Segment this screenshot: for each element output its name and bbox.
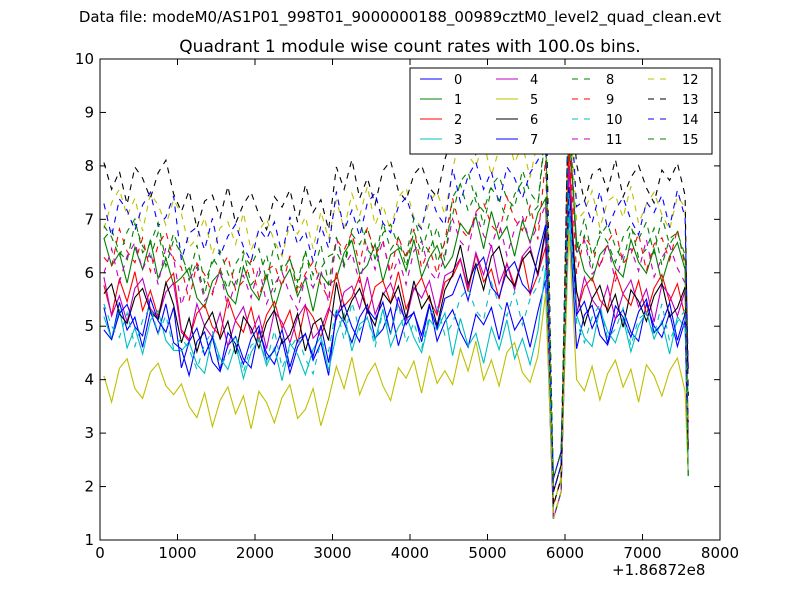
x-tick-label: 8000 xyxy=(701,544,739,562)
x-tick-label: 4000 xyxy=(391,544,429,562)
legend-label-3: 3 xyxy=(454,133,462,148)
x-tick-label: 0 xyxy=(95,544,105,562)
legend-label-6: 6 xyxy=(530,113,538,128)
legend-label-10: 10 xyxy=(606,113,623,128)
y-tick-label: 6 xyxy=(84,264,94,282)
legend-label-13: 13 xyxy=(682,93,699,108)
series-line-6 xyxy=(103,187,689,493)
series-line-1 xyxy=(103,128,689,506)
series-lines xyxy=(103,69,689,519)
y-tick-label: 8 xyxy=(84,157,94,175)
legend-label-15: 15 xyxy=(682,133,699,148)
figure-suptitle: Data file: modeM0/AS1P01_998T01_90000001… xyxy=(78,8,722,26)
series-line-3 xyxy=(103,213,689,479)
series-line-12 xyxy=(103,91,689,519)
legend-label-7: 7 xyxy=(530,133,538,148)
x-tick-label: 1000 xyxy=(158,544,196,562)
y-tick-label: 10 xyxy=(75,50,94,68)
y-tick-label: 2 xyxy=(84,478,94,496)
legend-label-9: 9 xyxy=(606,93,614,108)
x-offset-label: +1.86872e8 xyxy=(612,561,706,579)
series-line-8 xyxy=(103,96,689,519)
legend-label-8: 8 xyxy=(606,73,614,88)
series-line-10 xyxy=(103,192,689,493)
legend-label-14: 14 xyxy=(682,113,699,128)
legend-label-11: 11 xyxy=(606,133,623,148)
legend-label-12: 12 xyxy=(682,73,699,88)
legend-label-0: 0 xyxy=(454,73,462,88)
legend-label-2: 2 xyxy=(454,113,462,128)
y-tick-label: 9 xyxy=(84,103,94,121)
legend-label-1: 1 xyxy=(454,93,462,108)
y-tick-label: 7 xyxy=(84,210,94,228)
series-line-15 xyxy=(103,123,689,479)
x-tick-label: 6000 xyxy=(546,544,584,562)
series-line-13 xyxy=(103,69,689,506)
series-line-5 xyxy=(103,229,689,506)
y-tick-label: 1 xyxy=(84,531,94,549)
x-tick-label: 2000 xyxy=(236,544,274,562)
x-tick-label: 3000 xyxy=(313,544,351,562)
series-line-2 xyxy=(103,144,689,493)
y-tick-label: 3 xyxy=(84,424,94,442)
x-tick-label: 7000 xyxy=(623,544,661,562)
series-line-11 xyxy=(103,112,689,479)
y-tick-label: 5 xyxy=(84,317,94,335)
series-line-9 xyxy=(103,133,689,506)
legend-label-5: 5 xyxy=(530,93,538,108)
chart-title: Quadrant 1 module wise count rates with … xyxy=(179,37,641,57)
legend-label-4: 4 xyxy=(530,73,538,88)
x-tick-label: 5000 xyxy=(468,544,506,562)
legend-frame xyxy=(409,67,713,155)
series-line-7 xyxy=(103,187,689,479)
y-tick-label: 4 xyxy=(84,371,94,389)
axis-ticks: 0 1000 2000 3000 4000 5000 6000 7000 80001234567… xyxy=(75,50,739,562)
